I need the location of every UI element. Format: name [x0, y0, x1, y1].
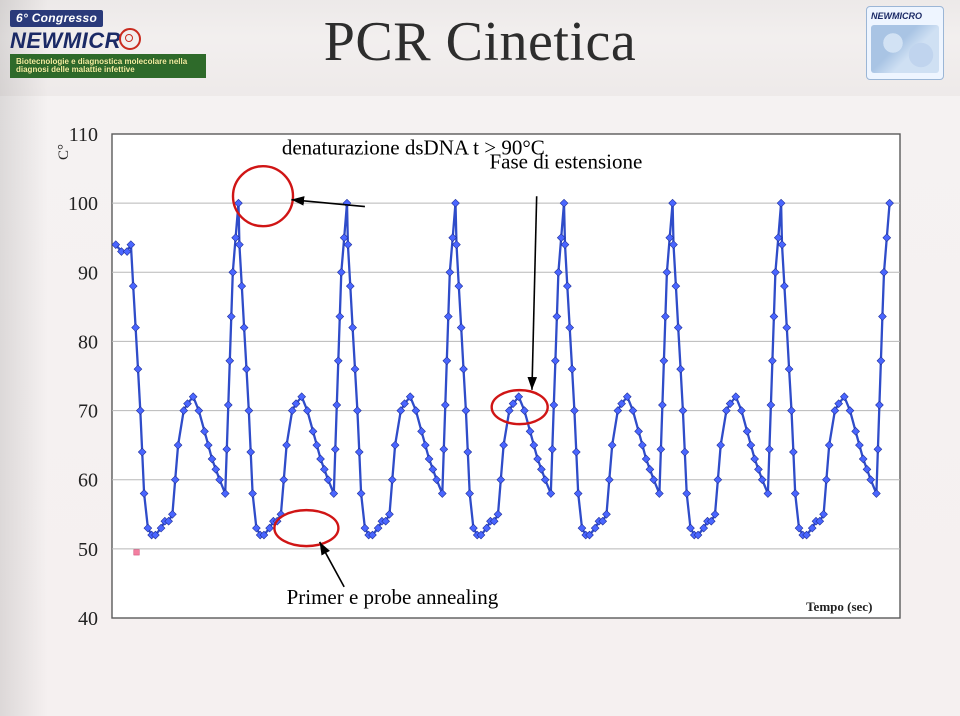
svg-text:80: 80: [78, 331, 98, 353]
svg-text:60: 60: [78, 470, 98, 492]
pcr-kinetics-chart: 405060708090100110C°denaturazione dsDNA …: [50, 124, 920, 674]
chart-container: 405060708090100110C°denaturazione dsDNA …: [50, 124, 920, 674]
svg-text:50: 50: [78, 539, 98, 561]
svg-text:90: 90: [78, 262, 98, 284]
svg-text:C°: C°: [56, 144, 72, 160]
svg-text:110: 110: [69, 124, 98, 146]
slide: 6° Congresso NEWMICR Biotecnologie e dia…: [0, 0, 960, 716]
svg-text:Tempo (sec): Tempo (sec): [806, 599, 872, 614]
svg-text:70: 70: [78, 401, 98, 423]
svg-text:100: 100: [68, 193, 98, 215]
svg-text:40: 40: [78, 608, 98, 630]
svg-text:Fase di estensione: Fase di estensione: [489, 150, 642, 174]
svg-text:Primer e probe annealing: Primer e probe annealing: [287, 585, 499, 609]
slide-title: PCR Cinetica: [0, 10, 960, 74]
